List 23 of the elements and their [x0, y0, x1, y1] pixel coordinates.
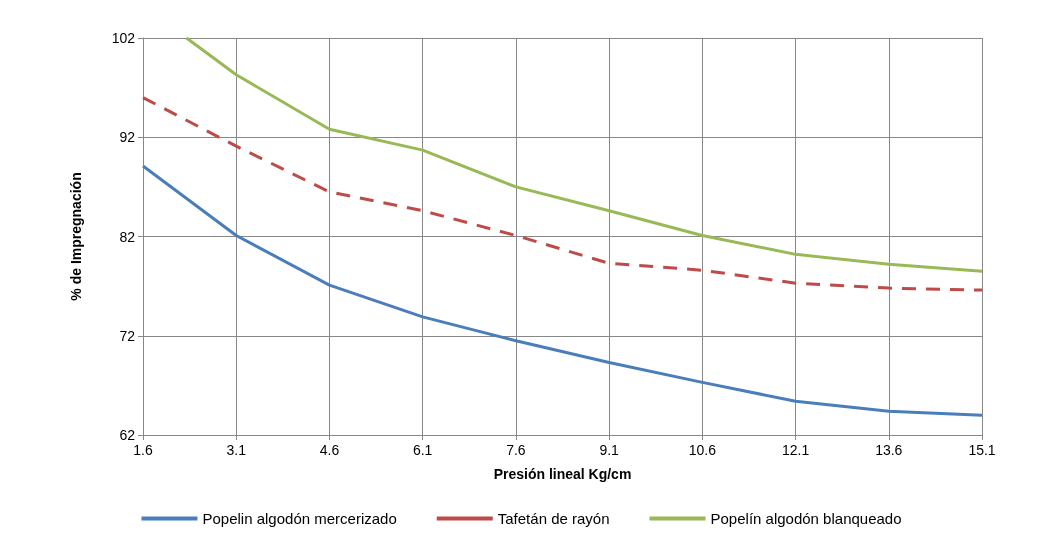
- y-axis-title: % de Impregnación: [68, 172, 84, 301]
- y-tick-label: 62: [119, 427, 136, 443]
- legend-label: Popelin algodón mercerizado: [202, 510, 397, 527]
- x-axis-title: Presión lineal Kg/cm: [493, 466, 632, 482]
- x-tick-label: 1.6: [133, 442, 153, 458]
- x-tick-label: 9.1: [599, 442, 620, 458]
- x-tick-label: 12.1: [781, 442, 810, 458]
- line-series: [141, 96, 984, 292]
- x-tick-label: 6.1: [412, 442, 433, 458]
- legend-label: Tafetán de rayón: [497, 510, 610, 527]
- line-series: [185, 36, 984, 273]
- x-tick-label: 4.6: [319, 442, 340, 458]
- y-tick-label: 92: [119, 129, 136, 146]
- y-tick-label: 72: [119, 327, 136, 344]
- x-tick-label: 13.6: [875, 442, 903, 458]
- x-tick-label: 3.1: [226, 442, 247, 458]
- line-series: [141, 164, 984, 417]
- x-tick-label: 15.1: [968, 442, 996, 458]
- x-tick-label: 7.6: [506, 442, 526, 458]
- y-tick-label: 82: [119, 228, 136, 245]
- legend-label: Popelín algodón blanqueado: [710, 510, 902, 527]
- y-tick-label: 102: [111, 30, 136, 46]
- x-tick-label: 10.6: [688, 442, 717, 458]
